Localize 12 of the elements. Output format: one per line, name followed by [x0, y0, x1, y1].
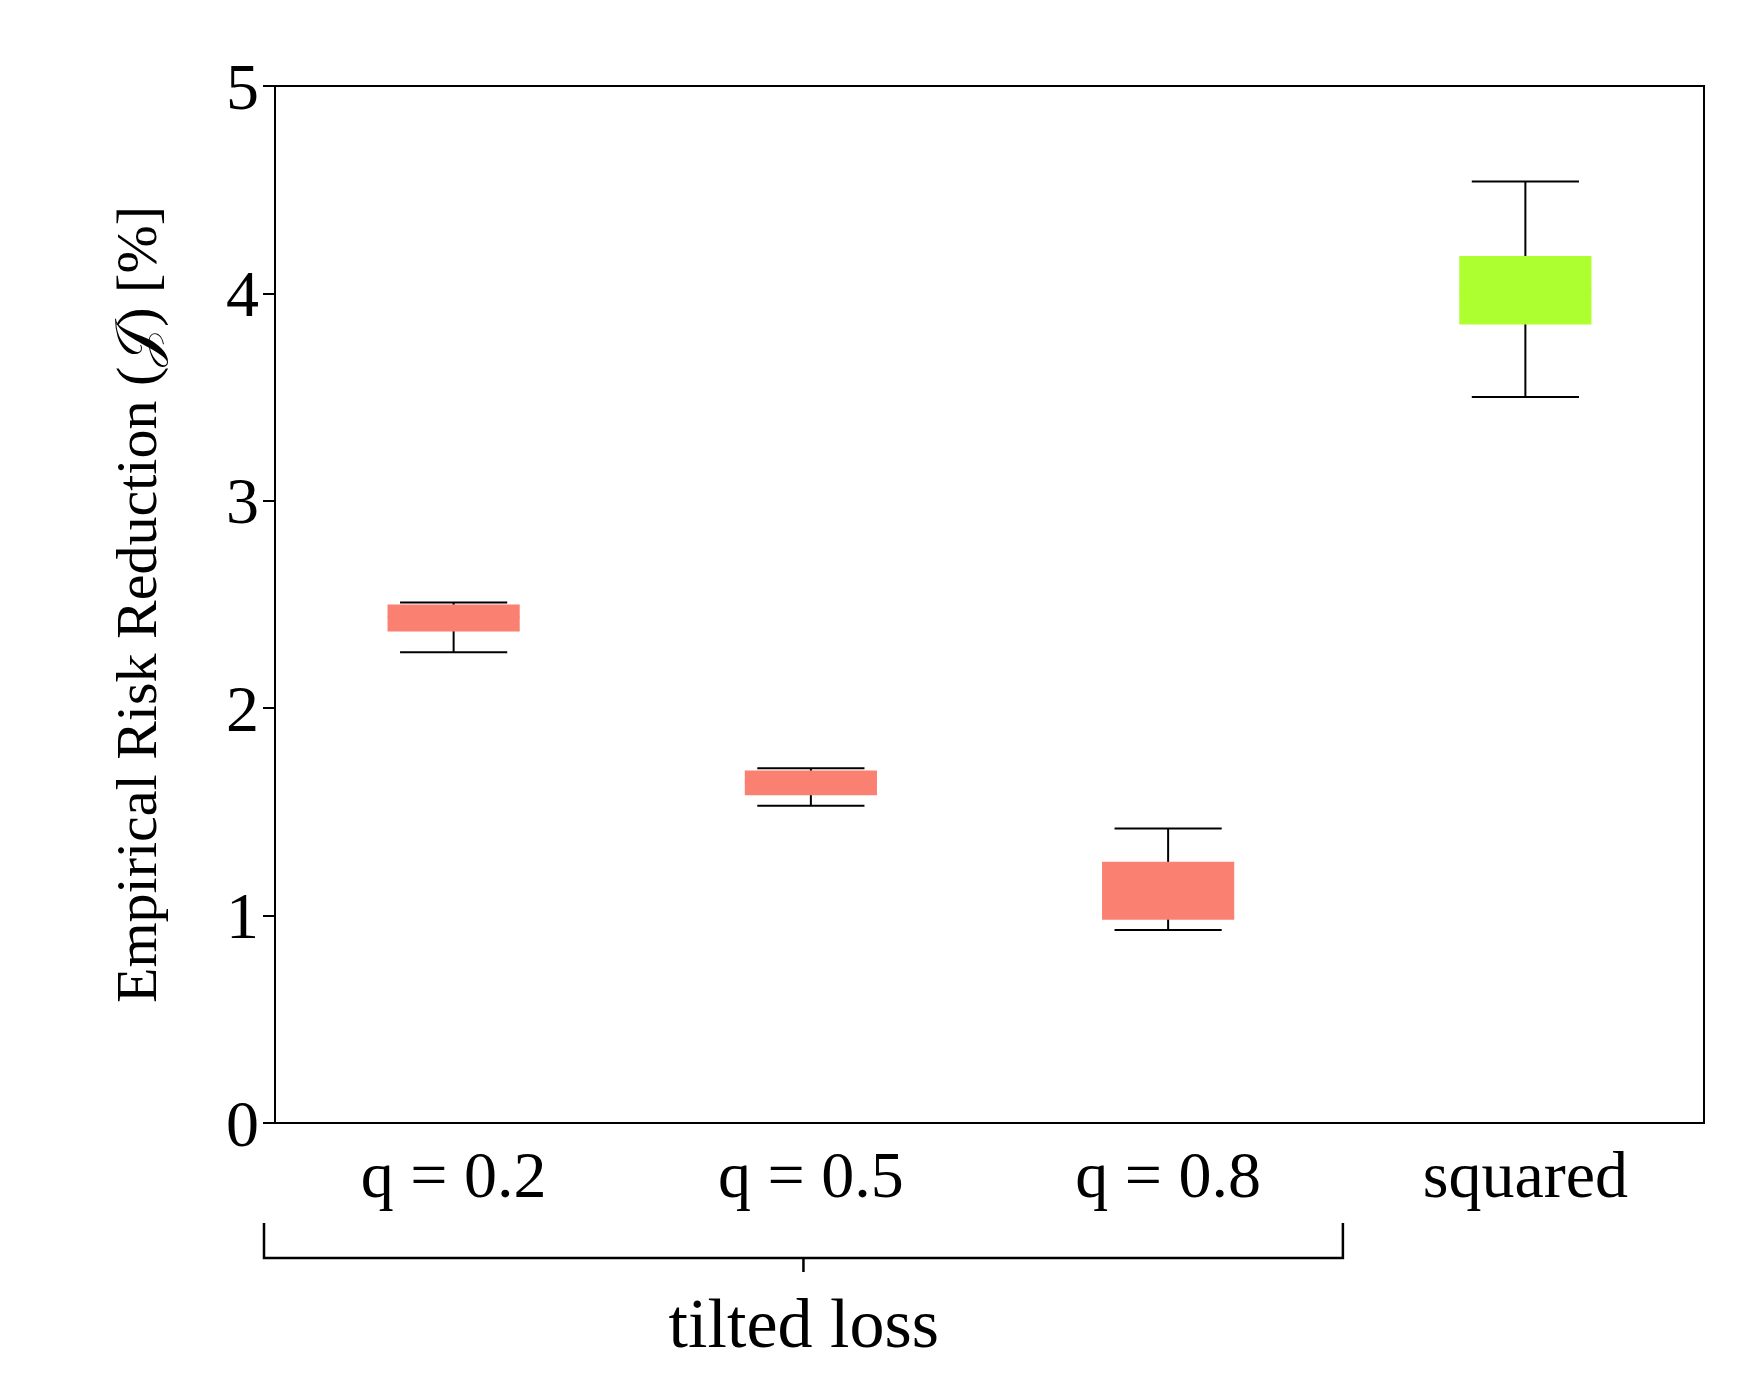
x-tick-label: q = 0.5	[718, 1137, 904, 1211]
y-tick-label: 0	[226, 1086, 259, 1160]
y-tick-label: 3	[226, 464, 259, 538]
x-axis-title: tilted loss	[668, 1284, 939, 1362]
y-tick-label: 4	[226, 256, 259, 330]
y-tick-label: 5	[226, 49, 259, 123]
y-axis-title: Empirical Risk Reduction (𝒥) [%]	[103, 205, 169, 1004]
x-tick-label: q = 0.2	[360, 1137, 547, 1211]
x-tick-label: q = 0.8	[1075, 1137, 1261, 1211]
x-tick-label: squared	[1422, 1137, 1629, 1211]
y-tick-label: 2	[226, 671, 259, 745]
y-tick-label: 1	[226, 879, 259, 953]
